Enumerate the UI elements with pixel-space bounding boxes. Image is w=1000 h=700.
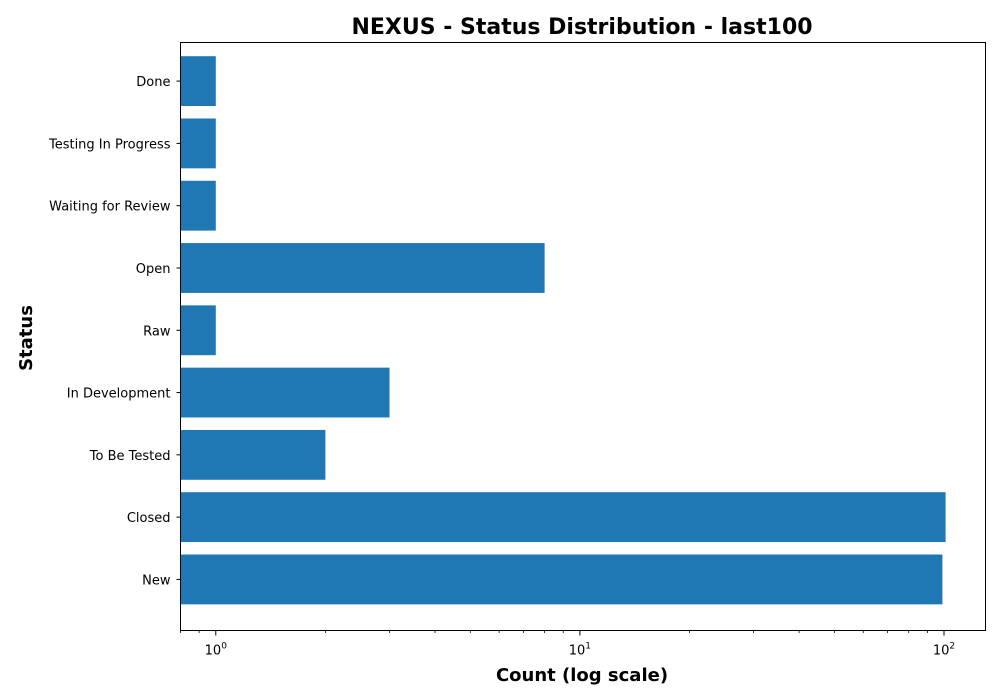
bar-waiting-for-review (180, 180, 216, 231)
x-axis-ticks: 100 101 102 (180, 630, 955, 659)
x-tick-label: 100 (205, 642, 228, 659)
y-tick-label-to-be-tested: To Be Tested (89, 449, 171, 464)
y-tick-label-waiting-for-review: Waiting for Review (49, 200, 171, 215)
bar-done (180, 56, 216, 107)
y-tick-label-in-development: In Development (67, 387, 171, 402)
y-tick-label-raw: Raw (143, 324, 171, 339)
bar-in-development (180, 367, 390, 418)
x-tick-label: 102 (933, 642, 955, 659)
bar-new (180, 554, 943, 605)
x-tick-label: 101 (569, 642, 591, 659)
bars-group (180, 56, 946, 605)
chart-title: NEXUS - Status Distribution - last100 (351, 15, 812, 40)
bar-raw (180, 305, 216, 356)
y-tick-label-done: Done (136, 75, 170, 90)
y-axis-label: Status (16, 305, 37, 371)
y-axis-ticks: New Closed To Be Tested In Development Raw Op… (48, 75, 181, 588)
x-axis-label: Count (log scale) (496, 665, 668, 686)
plot-frame (180, 42, 986, 631)
bar-testing-in-progress (180, 118, 216, 169)
y-tick-label-closed: Closed (127, 511, 171, 526)
y-tick-label-testing-in-progress: Testing In Progress (48, 137, 171, 152)
bar-closed (180, 492, 946, 543)
y-tick-label-open: Open (136, 262, 171, 277)
bar-to-be-tested (180, 429, 326, 480)
bar-open (180, 243, 545, 293)
y-tick-label-new: New (142, 573, 171, 588)
